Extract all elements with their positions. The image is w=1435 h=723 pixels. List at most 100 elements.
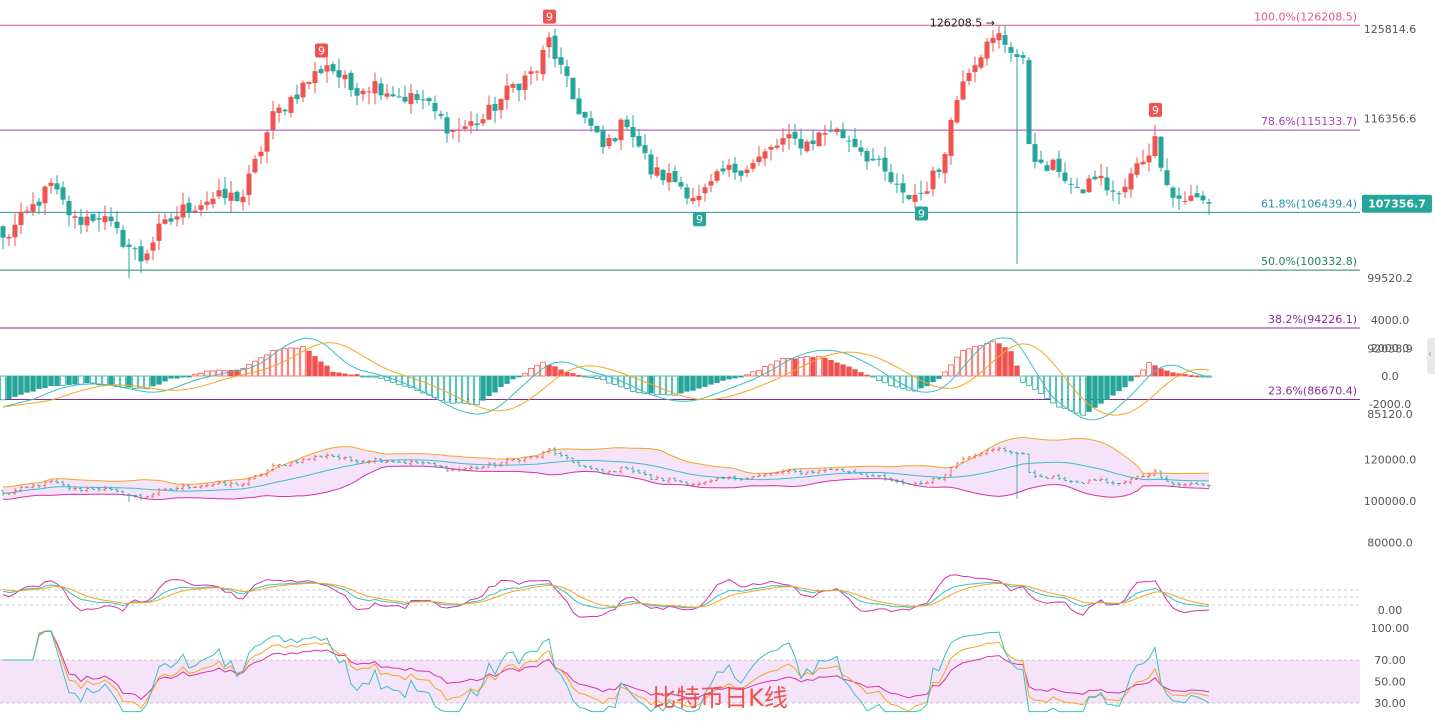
macd-bar [252,360,258,377]
macd-bar [132,375,138,389]
candle-body [96,218,102,220]
candle-body [1116,193,1122,195]
td-sell-marker [315,43,328,58]
candle-body [1068,183,1074,185]
candle-body [768,146,774,150]
macd-axis-tick: 0.0 [1381,370,1399,383]
macd-bar [18,375,24,395]
macd-bar [42,375,48,389]
candle-body [378,83,384,96]
candle-body [324,65,330,72]
candle-body [1092,176,1098,180]
candle-body [618,119,624,141]
chart-title-watermark: 比特币日K线 [652,684,788,712]
macd-bar [186,375,192,378]
candle-body [1176,195,1182,199]
macd-bar [174,375,180,379]
candle-body [252,158,258,173]
macd-bar [312,356,318,377]
boll-band-fill [3,437,1209,500]
candle-body [1122,186,1128,193]
candle-body [612,138,618,142]
td-marker-label: 9 [696,213,703,226]
candle-body [552,35,558,59]
macd-bar [348,374,354,377]
candle-body [648,154,654,175]
candle-body [36,201,42,206]
macd-bar [6,375,12,399]
candle-body [402,96,408,102]
candle-body [930,170,936,190]
macd-bar [168,375,174,379]
candle-body [444,117,450,134]
candle-body [714,171,720,181]
candle-body [354,88,360,96]
macd-bar [1050,375,1056,404]
candle-body [336,70,342,78]
fib-label: 100.0%(126208.5) [1254,10,1357,23]
candle-body [1110,190,1116,192]
candle-body [654,167,660,176]
candle-body [1140,161,1146,165]
macd-bar [24,375,30,393]
macd-bar [696,375,702,389]
candle-body [414,94,420,101]
candle-body [606,138,612,147]
candle-body [996,33,1002,41]
macd-bar [84,375,90,384]
candle-body [408,93,414,105]
boll-mid-line [3,459,1210,494]
candle-body [684,187,690,199]
candle-body [456,129,462,131]
candle-body [1086,178,1092,193]
candle-body [366,91,372,93]
candle-body [216,190,222,197]
candle-body [870,158,876,161]
candle-body [756,156,762,163]
candle-body [12,224,18,238]
td-buy-marker [915,206,928,221]
macd-bar [870,375,876,378]
rsi-axis-tick: 50.00 [1374,676,1406,689]
macd-bar [666,375,672,396]
candle-body [894,183,900,185]
panel-collapse-handle[interactable]: ‹ [1427,338,1435,374]
macd-bar [684,375,690,392]
macd-bar [1122,375,1128,388]
candle-body [924,191,930,194]
candle-body [750,163,756,169]
fib-label: 38.2%(94226.1) [1268,313,1357,326]
candle-body [1152,136,1158,156]
candle-body [204,201,210,205]
candle-body [558,57,564,65]
candle-body [510,84,516,88]
macd-bar [90,375,96,384]
candle-body [816,132,822,147]
boll-axis-tick: 80000.0 [1367,537,1413,550]
candle-body [906,195,912,200]
candle-body [810,140,816,145]
candle-body [846,140,852,142]
macd-bar [162,375,168,382]
last-price-label: 107356.7 [1368,198,1426,211]
macd-bar [564,372,570,377]
macd-bar [1056,375,1062,408]
macd-bar [594,375,600,379]
candle-body [150,242,156,251]
macd-bar [1026,375,1032,387]
candle-body [1038,159,1044,163]
macd-bar [336,372,342,377]
candle-body [1074,186,1080,188]
candle-body [180,204,186,218]
candle-body [1020,55,1026,58]
td-sell-marker [543,9,556,24]
macd-bar [240,368,246,377]
td-sell-marker [1149,102,1162,117]
rsi-axis-tick: 100.00 [1371,622,1410,635]
candle-body [1128,173,1134,190]
candle-body [1014,54,1020,58]
macd-bar [954,356,960,377]
macd-bar [462,375,468,404]
candle-body [948,120,954,156]
